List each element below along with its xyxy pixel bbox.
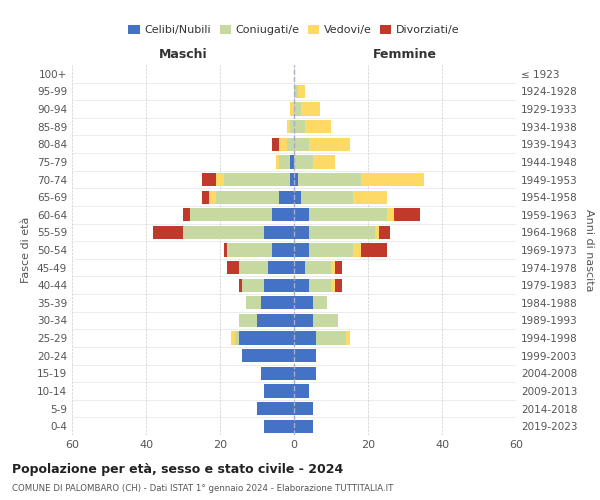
Bar (216, 173, 224, 186)
Bar (294, 244, 309, 256)
Bar (290, 156, 294, 168)
Bar (265, 420, 294, 433)
Bar (294, 208, 309, 222)
Bar (309, 226, 376, 239)
Bar (305, 261, 331, 274)
Bar (294, 226, 309, 239)
Bar (298, 173, 361, 186)
Bar (224, 173, 290, 186)
Bar (335, 278, 342, 292)
Bar (227, 244, 272, 256)
Bar (268, 261, 294, 274)
Bar (279, 138, 287, 151)
Bar (309, 278, 331, 292)
Bar (301, 190, 353, 204)
Bar (239, 332, 294, 344)
Bar (190, 208, 272, 222)
Y-axis label: Fasce di età: Fasce di età (22, 217, 31, 283)
Bar (257, 402, 294, 415)
Bar (313, 314, 338, 327)
Bar (275, 156, 279, 168)
Bar (353, 190, 386, 204)
Bar (265, 226, 294, 239)
Bar (353, 244, 361, 256)
Bar (265, 384, 294, 398)
Bar (202, 190, 209, 204)
Bar (294, 85, 298, 98)
Bar (313, 156, 335, 168)
Bar (154, 226, 183, 239)
Bar (309, 208, 386, 222)
Bar (294, 173, 298, 186)
Bar (331, 278, 335, 292)
Bar (394, 208, 420, 222)
Bar (294, 296, 313, 310)
Bar (301, 102, 320, 116)
Bar (257, 314, 294, 327)
Bar (309, 138, 349, 151)
Bar (361, 173, 424, 186)
Bar (346, 332, 349, 344)
Bar (202, 173, 217, 186)
Bar (294, 384, 309, 398)
Bar (294, 420, 313, 433)
Bar (242, 278, 265, 292)
Bar (246, 296, 260, 310)
Bar (265, 278, 294, 292)
Bar (272, 244, 294, 256)
Legend: Celibi/Nubili, Coniugati/e, Vedovi/e, Divorziati/e: Celibi/Nubili, Coniugati/e, Vedovi/e, Di… (126, 22, 462, 38)
Bar (309, 244, 353, 256)
Bar (239, 314, 257, 327)
Bar (290, 102, 294, 116)
Bar (287, 120, 290, 134)
Bar (235, 332, 239, 344)
Bar (294, 332, 316, 344)
Bar (209, 190, 217, 204)
Bar (290, 120, 294, 134)
Bar (298, 85, 305, 98)
Bar (294, 190, 301, 204)
Bar (239, 278, 242, 292)
Text: Femmine: Femmine (373, 48, 437, 62)
Bar (386, 208, 394, 222)
Bar (316, 332, 346, 344)
Bar (376, 226, 379, 239)
Bar (239, 261, 268, 274)
Bar (379, 226, 390, 239)
Bar (224, 244, 227, 256)
Bar (260, 366, 294, 380)
Bar (290, 173, 294, 186)
Bar (335, 261, 342, 274)
Bar (227, 261, 239, 274)
Bar (183, 208, 190, 222)
Text: Popolazione per età, sesso e stato civile - 2024: Popolazione per età, sesso e stato civil… (12, 462, 343, 475)
Bar (231, 332, 235, 344)
Bar (216, 190, 279, 204)
Bar (260, 296, 294, 310)
Text: Maschi: Maschi (158, 48, 208, 62)
Bar (272, 138, 279, 151)
Bar (272, 208, 294, 222)
Bar (242, 349, 294, 362)
Bar (287, 138, 294, 151)
Bar (361, 244, 386, 256)
Bar (294, 156, 313, 168)
Bar (294, 120, 305, 134)
Bar (279, 156, 290, 168)
Bar (294, 349, 316, 362)
Text: COMUNE DI PALOMBARO (CH) - Dati ISTAT 1° gennaio 2024 - Elaborazione TUTTITALIA.: COMUNE DI PALOMBARO (CH) - Dati ISTAT 1°… (12, 484, 394, 493)
Bar (294, 366, 316, 380)
Bar (331, 261, 335, 274)
Y-axis label: Anni di nascita: Anni di nascita (584, 209, 594, 291)
Bar (294, 138, 309, 151)
Bar (279, 190, 294, 204)
Bar (305, 120, 331, 134)
Bar (294, 102, 301, 116)
Bar (294, 314, 313, 327)
Bar (294, 278, 309, 292)
Bar (294, 402, 313, 415)
Bar (183, 226, 265, 239)
Bar (294, 261, 305, 274)
Bar (313, 296, 328, 310)
